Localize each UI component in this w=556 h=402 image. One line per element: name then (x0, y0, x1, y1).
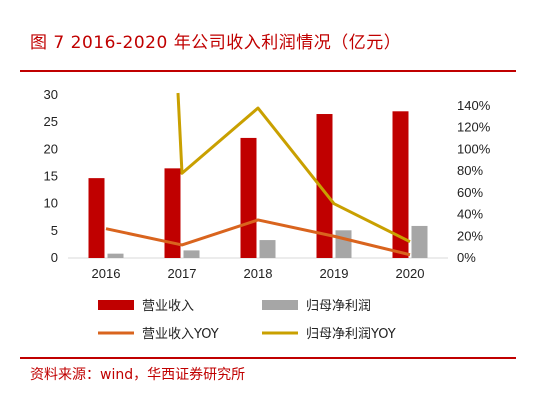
revenue-bar (88, 178, 105, 258)
net-profit-bar (107, 253, 124, 258)
y-right-tick-label: 0% (457, 250, 476, 265)
net-profit-yoy-line (176, 92, 411, 244)
revenue-bar (316, 114, 333, 259)
x-tick-label: 2020 (396, 266, 425, 281)
x-tick-label: 2016 (92, 266, 121, 281)
y-left-tick-label: 20 (44, 141, 58, 156)
source-note: 资料来源：wind，华西证券研究所 (30, 367, 246, 383)
revenue-bar (392, 111, 409, 258)
net-profit-bar (335, 230, 352, 258)
y-left-tick-label: 5 (51, 223, 58, 238)
y-left-tick-label: 30 (44, 87, 58, 102)
y-left-tick-label: 15 (44, 169, 58, 184)
legend-net-profit-yoy-label: 归母净利润YOY (306, 327, 396, 342)
legend-revenue-yoy-label: 营业收入YOY (142, 327, 219, 342)
y-right-tick-label: 140% (457, 98, 491, 113)
net-profit-bar (259, 240, 276, 258)
legend-revenue-label: 营业收入 (142, 299, 194, 314)
x-tick-label: 2018 (244, 266, 273, 281)
x-tick-label: 2017 (168, 266, 197, 281)
net-profit-bar (183, 250, 200, 258)
y-left-tick-label: 25 (44, 114, 58, 129)
y-right-tick-label: 120% (457, 120, 491, 135)
line-series (105, 92, 411, 257)
legend-revenue-swatch (98, 300, 134, 310)
legend-net-profit-swatch (262, 300, 298, 310)
y-right-tick-label: 60% (457, 185, 483, 200)
y-right-tick-label: 100% (457, 141, 491, 156)
y-left-tick-label: 0 (51, 250, 58, 265)
y-right-tick-label: 40% (457, 207, 483, 222)
revenue-bar (240, 137, 257, 258)
y-right-tick-label: 80% (457, 163, 483, 178)
chart-axes: 0 5 10 15 20 25 30 0% 20% 40% 60% 80% 100% 120% 140% 20… (44, 87, 491, 281)
source-divider (20, 357, 516, 359)
y-right-tick-label: 20% (457, 228, 483, 243)
legend-net-profit-label: 归母净利润 (306, 299, 371, 314)
net-profit-bar (411, 225, 428, 258)
x-tick-label: 2019 (320, 266, 349, 281)
y-left-tick-label: 10 (44, 196, 58, 211)
revenue-bar (164, 168, 181, 258)
combo-chart: 0 5 10 15 20 25 30 0% 20% 40% 60% 80% 100% 120% 140% 20… (44, 87, 491, 342)
title-divider (20, 70, 516, 72)
revenue-yoy-line (105, 218, 411, 257)
chart-title: 图 7 2016-2020 年公司收入利润情况（亿元） (30, 33, 402, 53)
